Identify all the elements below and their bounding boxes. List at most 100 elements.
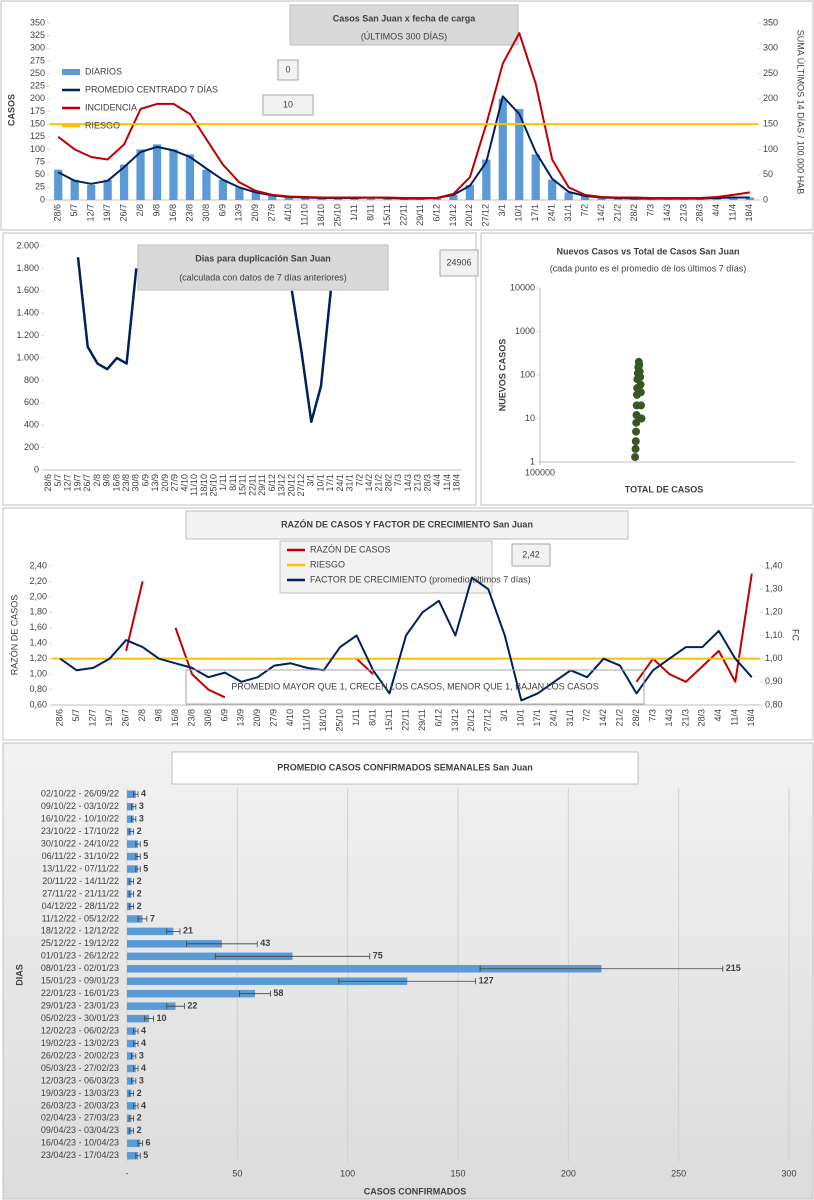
- chart-title: RAZÓN DE CASOS Y FACTOR DE CRECIMIENTO S…: [281, 518, 533, 529]
- bar: [87, 184, 96, 200]
- x-tick-label: 27/9: [269, 709, 279, 727]
- y2-axis-label: SUMA ÚLTIMOS 14 DÍAS / 100.000 HAB: [796, 30, 806, 194]
- bar: [127, 989, 255, 998]
- bar: [581, 195, 590, 200]
- line: [57, 32, 750, 199]
- x-tick-label: 10/1: [315, 474, 325, 492]
- x-tick-label: 17/1: [325, 474, 335, 492]
- y-tick-label: 10: [525, 413, 535, 423]
- bar: [127, 1002, 176, 1010]
- y-tick-label: 19/02/23 - 13/02/23: [41, 1038, 119, 1048]
- x-tick-label: 5/7: [69, 204, 79, 217]
- x-tick-label: 24/1: [547, 204, 557, 222]
- point: [631, 437, 640, 446]
- x-tick-label: 13/12: [277, 474, 287, 497]
- line: [59, 576, 753, 702]
- x-tick-label: 14/2: [364, 474, 374, 492]
- chart-subtitle: (calculada con datos de 7 días anteriore…: [179, 272, 347, 282]
- x-tick-label: 31/1: [345, 474, 355, 492]
- x-tick-label: 1/11: [218, 474, 228, 491]
- x-tick-label: 27/12: [296, 474, 306, 497]
- x-tick-label: 11/10: [302, 709, 312, 731]
- y-tick-label: 10000: [510, 282, 535, 292]
- x-tick-label: 25/10: [208, 474, 218, 497]
- error-bar: [128, 1115, 135, 1122]
- x-tick-label: -: [126, 1168, 129, 1178]
- point: [636, 388, 645, 397]
- value-label: 2: [137, 876, 142, 886]
- title-box: [137, 244, 389, 291]
- value-label: 4: [141, 1100, 146, 1110]
- x-tick-label: 25/10: [335, 709, 345, 732]
- bar: [729, 197, 738, 200]
- y-tick-label: 23/04/23 - 17/04/23: [41, 1150, 119, 1160]
- error-bar: [135, 841, 141, 848]
- x-tick-label: 11/10: [189, 474, 199, 496]
- y-tick-label: 1.400: [16, 308, 39, 318]
- error-bar: [133, 1102, 139, 1109]
- x-tick-label: 20/12: [466, 709, 476, 732]
- y2-tick-label: 0,80: [765, 699, 783, 709]
- x-tick-label: 16/8: [170, 709, 180, 727]
- x-tick-label: 1/11: [349, 204, 359, 221]
- x-tick-label: 50: [232, 1168, 242, 1178]
- title-box: [289, 4, 519, 46]
- value-label: 7: [150, 913, 155, 923]
- value-label: 2: [137, 1125, 142, 1135]
- value-label: 6: [145, 1138, 150, 1148]
- legend-swatch: [62, 69, 80, 75]
- error-bar: [214, 953, 371, 960]
- x-tick-label: 22/11: [247, 474, 257, 496]
- value-label: 58: [273, 988, 283, 998]
- x-tick-label: 21/2: [614, 709, 624, 727]
- error-bar: [128, 903, 135, 910]
- x-tick-label: 9/8: [102, 474, 112, 487]
- y-tick-label: 27/11/22 - 21/11/22: [42, 888, 119, 898]
- x-tick-label: 6/9: [219, 709, 229, 722]
- x-tick-label: 2/8: [137, 709, 147, 722]
- bar: [531, 154, 540, 200]
- x-tick-label: 29/11: [417, 709, 427, 731]
- bar: [564, 192, 573, 200]
- y-tick-label: 1,80: [29, 607, 47, 617]
- bar: [202, 169, 211, 200]
- y-tick-label: 0: [34, 464, 39, 474]
- x-tick-label: 15/11: [238, 474, 248, 496]
- bar: [268, 195, 277, 200]
- y-tick-label: 1000: [515, 326, 535, 336]
- x-tick-label: 23/8: [186, 709, 196, 727]
- x-tick-label: 28/6: [53, 204, 63, 222]
- y-tick-label: 325: [30, 30, 45, 40]
- x-tick-label: 26/7: [82, 474, 92, 492]
- error-bar: [128, 1090, 135, 1097]
- y-tick-label: 12/02/23 - 06/02/23: [41, 1025, 119, 1035]
- legend-label: RIESGO: [310, 559, 345, 569]
- x-tick-label: 2/8: [92, 474, 102, 487]
- y-tick-label: 800: [24, 375, 39, 385]
- x-tick-label: 9/8: [153, 709, 163, 722]
- x-tick-label: 25/10: [333, 204, 343, 227]
- y-tick-label: 15/01/23 - 09/01/23: [41, 976, 119, 986]
- y-tick-label: 2,20: [29, 576, 47, 586]
- point: [637, 414, 646, 423]
- y-tick-label: 1.000: [16, 352, 39, 362]
- error-bar: [133, 1065, 139, 1072]
- x-tick-label: 4/10: [179, 474, 189, 492]
- bar: [127, 790, 136, 798]
- y-tick-label: 06/11/22 - 31/10/22: [42, 851, 119, 861]
- chart-subtitle: (ÚLTIMOS 300 DÍAS): [361, 31, 447, 41]
- bar: [152, 144, 162, 200]
- bar: [482, 159, 491, 200]
- x-tick-label: 13/9: [150, 474, 160, 492]
- y2-tick-label: 0: [763, 194, 768, 204]
- bar: [251, 192, 260, 200]
- value-label: 2: [137, 901, 142, 911]
- error-bar: [137, 915, 148, 922]
- chart-title: PROMEDIO CASOS CONFIRMADOS SEMANALES San…: [277, 762, 533, 772]
- bar: [127, 1039, 136, 1048]
- annotation: 24906: [446, 257, 471, 267]
- point: [637, 401, 646, 410]
- y-tick-label: 26/02/23 - 20/02/23: [41, 1050, 119, 1060]
- x-tick-label: 4/10: [283, 204, 293, 222]
